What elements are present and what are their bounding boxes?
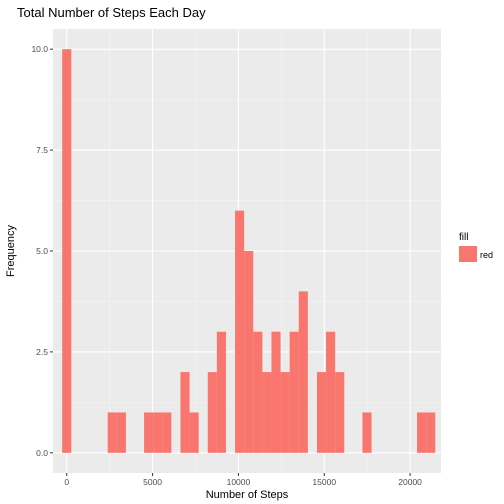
histogram-bar <box>316 372 327 453</box>
y-tick-label: 7.5 <box>36 145 48 155</box>
x-axis-title: Number of Steps <box>206 489 289 501</box>
histogram-bar <box>262 372 272 453</box>
histogram-bar <box>298 291 308 453</box>
y-tick-label: 5.0 <box>36 246 48 256</box>
histogram-bars <box>62 49 436 453</box>
histogram-bar <box>153 412 163 453</box>
legend: fill red <box>459 232 493 262</box>
histogram-bar <box>144 412 154 453</box>
histogram-bar <box>189 412 199 453</box>
x-axis-ticks: 0 5000 10000 15000 20000 <box>64 473 422 487</box>
legend-label-red: red <box>480 250 493 260</box>
y-tick-label: 2.5 <box>36 347 48 357</box>
histogram-bar <box>253 331 263 453</box>
histogram-bar <box>362 412 372 453</box>
histogram-bar <box>235 210 245 453</box>
x-tick-label: 20000 <box>398 477 422 487</box>
x-tick-label: 0 <box>64 477 69 487</box>
histogram-bar <box>335 372 345 453</box>
chart-title: Total Number of Steps Each Day <box>17 5 206 20</box>
x-tick-label: 10000 <box>227 477 251 487</box>
histogram-bar <box>116 412 126 453</box>
x-tick-label: 5000 <box>143 477 162 487</box>
histogram-bar <box>207 372 217 453</box>
histogram-bar <box>280 372 290 453</box>
histogram-bar <box>289 331 299 453</box>
histogram-bar <box>244 251 254 453</box>
histogram-bar <box>426 412 436 453</box>
y-tick-label: 0.0 <box>36 448 48 458</box>
histogram-bar <box>62 49 72 453</box>
legend-key-red <box>459 246 477 262</box>
histogram-bar <box>162 412 172 453</box>
y-axis-ticks: 0.0 2.5 5.0 7.5 10.0 <box>31 44 53 458</box>
x-tick-label: 15000 <box>312 477 336 487</box>
histogram-bar <box>271 331 281 453</box>
histogram-bar <box>107 412 117 453</box>
histogram-bar <box>326 331 336 453</box>
y-axis-title: Frequency <box>5 225 17 277</box>
legend-title: fill <box>459 232 468 243</box>
histogram-bar <box>216 331 226 453</box>
histogram-bar <box>417 412 427 453</box>
histogram-bar <box>180 372 190 453</box>
y-tick-label: 10.0 <box>31 44 48 54</box>
